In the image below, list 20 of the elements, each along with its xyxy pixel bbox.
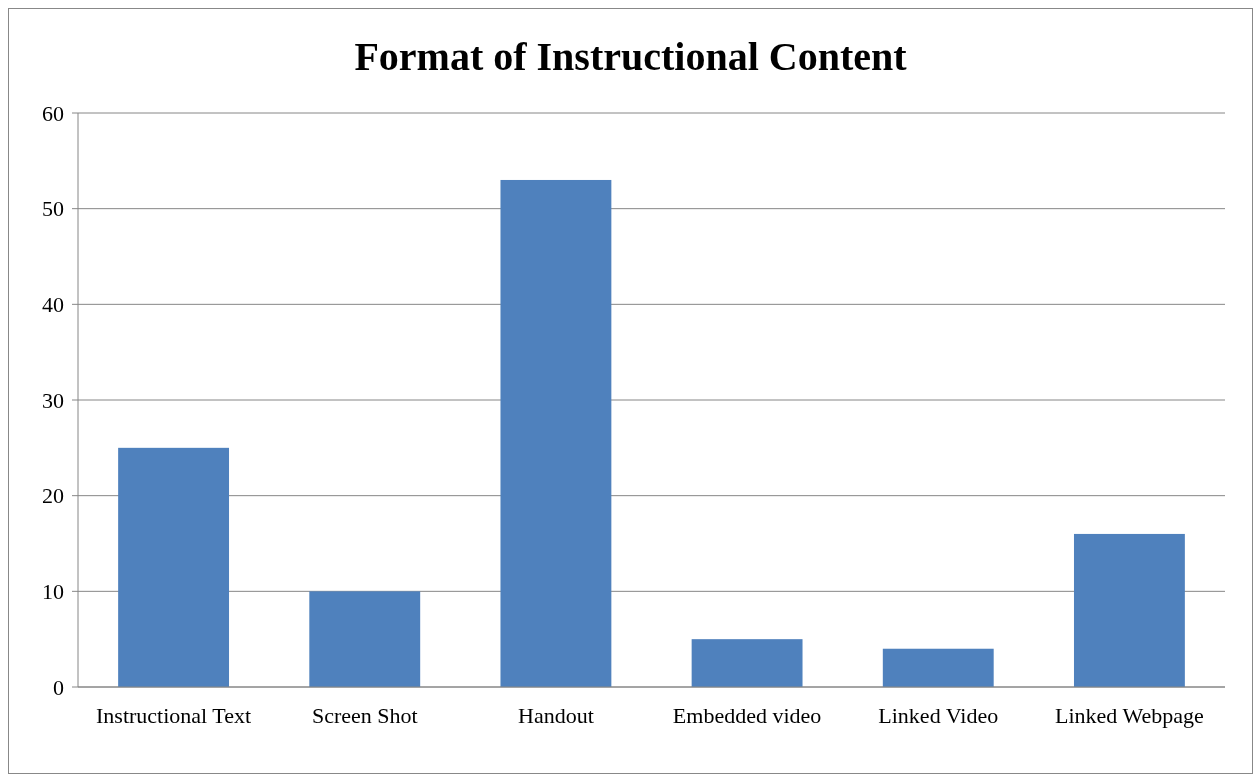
bar: [1073, 533, 1185, 687]
y-tick-label: 40: [42, 292, 64, 318]
bar: [118, 447, 230, 687]
x-tick-label: Screen Shot: [311, 703, 418, 728]
x-tick-label: Linked Webpage: [1055, 703, 1204, 728]
bar: [691, 639, 803, 687]
x-tick-label: Embedded video: [672, 703, 822, 728]
y-tick-label: 0: [53, 674, 64, 700]
bar: [309, 591, 421, 687]
bar: [500, 179, 612, 687]
y-tick-label: 10: [42, 579, 64, 605]
bar: [882, 648, 994, 687]
x-tick-label: Handout: [518, 703, 594, 728]
y-tick-label: 20: [42, 483, 64, 509]
chart-title: Format of Instructional Content: [354, 34, 908, 79]
y-tick-label: 50: [42, 196, 64, 222]
y-tick-label: 30: [42, 387, 64, 413]
y-tick-label: 60: [42, 100, 64, 126]
x-tick-label: Linked Video: [878, 703, 999, 728]
x-tick-label: Instructional Text: [96, 703, 252, 728]
